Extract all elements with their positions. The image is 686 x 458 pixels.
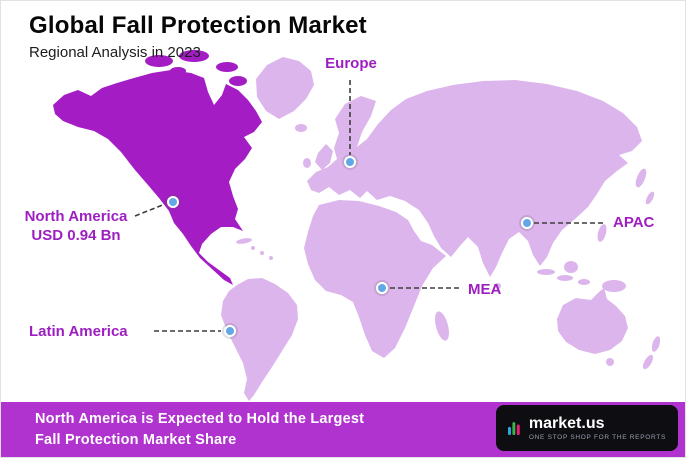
region-label-apac: APAC: [613, 214, 655, 231]
brand-logo: market.us ONE STOP SHOP FOR THE REPORTS: [496, 405, 678, 451]
logo-bar-pink: [516, 424, 520, 436]
logo-bar-blue: [508, 426, 511, 436]
island: [606, 358, 614, 366]
island: [597, 224, 607, 242]
market-us-logo-icon: [508, 422, 520, 436]
banner-line-2: Fall Protection Market Share: [35, 431, 237, 448]
greenland-shape: [256, 57, 314, 119]
region-label-latin-america: Latin America: [29, 323, 128, 340]
africa-shape: [304, 200, 446, 358]
region-label-north-america-name: North America: [24, 208, 128, 225]
header: Global Fall Protection Market Regional A…: [29, 12, 367, 61]
island: [260, 251, 264, 255]
arctic-island: [179, 50, 209, 62]
north-america-region: [53, 50, 262, 285]
brand-logo-text: market.us ONE STOP SHOP FOR THE REPORTS: [529, 415, 666, 442]
island: [251, 246, 255, 250]
page-title: Global Fall Protection Market: [29, 12, 367, 39]
region-value-north-america: USD 0.94 Bn: [31, 227, 121, 244]
brand-tagline: ONE STOP SHOP FOR THE REPORTS: [528, 433, 666, 441]
brand-name: market.us: [528, 414, 605, 432]
arctic-island: [229, 76, 247, 86]
island: [435, 311, 449, 341]
island: [642, 354, 654, 370]
island: [303, 158, 311, 168]
island: [269, 256, 273, 260]
region-label-north-america: North America USD 0.94 Bn: [1, 207, 151, 245]
island: [578, 279, 590, 285]
uk-shape: [315, 144, 333, 170]
islands: [236, 124, 661, 370]
australia-shape: [557, 288, 628, 354]
connector-lines: [134, 80, 605, 332]
region-label-mea: MEA: [468, 281, 502, 298]
europe-marker-dot: [344, 156, 356, 168]
island: [564, 261, 578, 273]
island: [557, 275, 573, 281]
south-america-shape: [221, 278, 298, 401]
arctic-island: [170, 67, 186, 75]
eurasia-shape: [307, 80, 642, 277]
latin-america-marker-dot: [224, 325, 236, 337]
island: [635, 168, 647, 188]
island: [537, 269, 555, 275]
page-subtitle: Regional Analysis in 2023: [29, 44, 201, 61]
arctic-island: [145, 55, 173, 67]
banner-line-1: North America is Expected to Hold the La…: [35, 410, 365, 427]
banner-text: North America is Expected to Hold the La…: [1, 409, 364, 451]
island: [602, 280, 626, 292]
region-label-europe: Europe: [325, 55, 377, 72]
logo-bar-green: [512, 422, 516, 436]
island: [651, 336, 661, 352]
island: [236, 238, 252, 244]
island: [495, 283, 501, 289]
mea-marker-dot: [376, 282, 388, 294]
north-america-shape: [53, 70, 262, 285]
banner: North America is Expected to Hold the La…: [1, 402, 685, 457]
apac-marker-dot: [521, 217, 533, 229]
island: [645, 191, 655, 205]
arctic-island: [216, 62, 238, 72]
continents-light: [221, 57, 661, 401]
island: [295, 124, 307, 132]
marker-dots: [165, 154, 535, 339]
north-america-marker-dot: [167, 196, 179, 208]
north-america-connector-line: [134, 203, 166, 217]
